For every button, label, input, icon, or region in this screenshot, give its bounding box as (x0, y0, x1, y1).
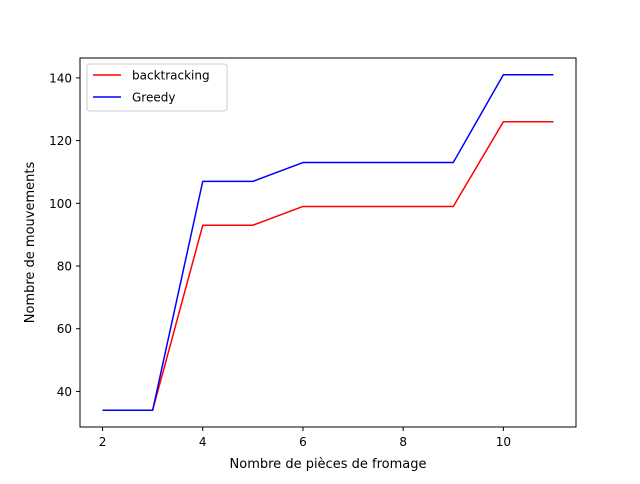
y-tick-label: 120 (49, 134, 72, 148)
y-axis-label: Nombre de mouvements (23, 162, 38, 324)
y-tick-label: 80 (57, 260, 72, 274)
x-axis-label: Nombre de pièces de fromage (230, 457, 427, 472)
legend-label-backtracking: backtracking (132, 69, 210, 83)
x-tick-label: 10 (496, 435, 511, 449)
x-tick-label: 2 (99, 435, 107, 449)
y-tick-label: 40 (57, 385, 72, 399)
x-tick-label: 4 (199, 435, 207, 449)
series-line-backtracking (103, 122, 554, 410)
y-tick-label: 100 (49, 197, 72, 211)
x-tick-label: 6 (299, 435, 307, 449)
x-tick-label: 8 (399, 435, 407, 449)
y-tick-label: 60 (57, 322, 72, 336)
legend-label-greedy: Greedy (132, 91, 175, 105)
y-tick-label: 140 (49, 71, 72, 85)
series-line-greedy (103, 75, 554, 410)
legend: backtracking Greedy (87, 64, 227, 111)
axes-frame (80, 58, 576, 427)
